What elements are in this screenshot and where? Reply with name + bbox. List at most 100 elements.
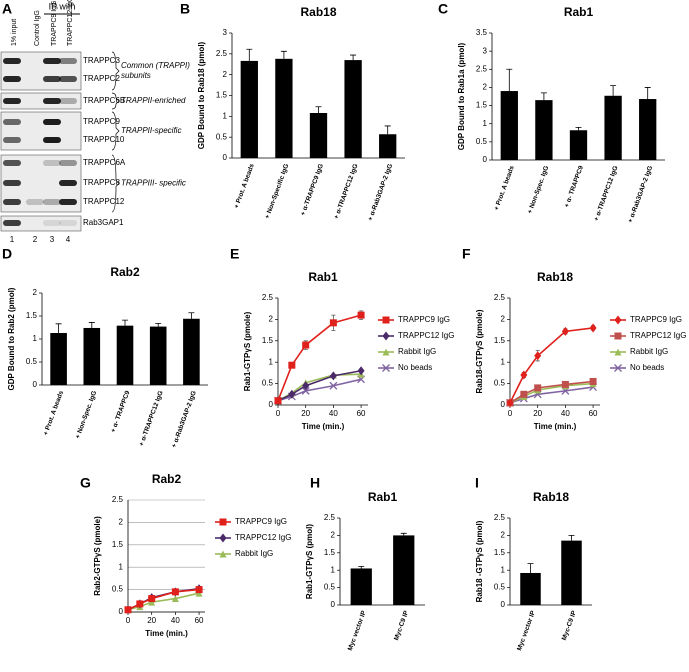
- marker: [329, 371, 337, 381]
- y-axis-label: GDP Bound to Rab18 (pmol): [197, 41, 206, 149]
- y-tick-label: 1.5: [26, 311, 38, 320]
- chart-title: Rab1: [308, 270, 338, 284]
- group-label: TRAPPII-enriched: [121, 96, 186, 105]
- y-axis-label: Rab18-GTPγS (pmole): [475, 309, 484, 393]
- marker: [357, 366, 365, 376]
- band-label: TRAPPC8: [83, 178, 120, 187]
- y-axis-label: GDP Bound to Rab1a (pmol): [457, 42, 466, 150]
- y-tick-label: 1: [501, 357, 506, 366]
- ip-header: IP with: [49, 1, 76, 11]
- panel-letter: I: [475, 475, 479, 491]
- lane-header: Control IgG: [34, 10, 41, 46]
- x-tick-label: 20: [147, 616, 156, 625]
- band: [3, 76, 21, 82]
- legend-label: Rabbit IgG: [630, 347, 668, 356]
- bar: [393, 535, 415, 605]
- x-tick-label: Myc-C9 IP: [561, 609, 578, 641]
- bar: [149, 326, 167, 385]
- x-tick-label: 40: [329, 409, 338, 418]
- marker: [357, 311, 365, 319]
- y-tick-label: 0.5: [26, 357, 38, 366]
- y-tick-label: 2.5: [112, 495, 124, 504]
- x-tick-label: + Prot. A beads: [233, 163, 256, 210]
- bar: [309, 113, 328, 158]
- bar: [569, 130, 588, 160]
- group-label: TRAPPIII- specific: [121, 179, 186, 188]
- y-tick-label: 2: [269, 315, 274, 324]
- marker: [329, 319, 337, 327]
- y-tick-label: 0.5: [216, 132, 228, 141]
- y-tick-label: 2.5: [262, 293, 274, 302]
- bar: [275, 58, 293, 159]
- band: [43, 58, 61, 64]
- legend-marker: [219, 533, 227, 543]
- legend-label: TRAPPC12 IgG: [630, 331, 686, 340]
- legend-marker: [614, 364, 622, 372]
- panel-letter: A: [2, 1, 12, 17]
- y-tick-label: 1.5: [494, 548, 506, 557]
- y-tick-label: 2: [501, 531, 506, 540]
- x-tick-label: + α-Rab3GAP-2 IgG: [367, 163, 394, 222]
- y-tick-label: 1: [483, 119, 488, 128]
- y-tick-label: 0: [483, 155, 488, 164]
- panel-letter: B: [180, 1, 190, 17]
- bar: [500, 91, 518, 160]
- error-bar: [400, 532, 407, 536]
- band: [26, 199, 44, 205]
- legend-label: TRAPPC12 IgG: [398, 331, 454, 340]
- lane-number: 4: [66, 235, 71, 244]
- marker: [136, 600, 144, 608]
- band: [3, 220, 21, 226]
- error-bar: [384, 125, 391, 135]
- y-tick-label: 0: [501, 600, 506, 609]
- error-bar: [188, 312, 195, 319]
- y-tick-label: 0.5: [476, 137, 488, 146]
- marker: [561, 326, 569, 336]
- y-tick-label: 2.5: [494, 293, 506, 302]
- band: [3, 160, 21, 166]
- bar: [639, 99, 657, 160]
- marker: [302, 341, 310, 349]
- y-tick-label: 0: [331, 600, 336, 609]
- chart-title: Rab18: [300, 5, 336, 19]
- bar: [344, 60, 362, 159]
- y-tick-label: 0.5: [494, 379, 506, 388]
- y-tick-label: 1: [269, 357, 274, 366]
- bar: [350, 568, 372, 605]
- band: [3, 98, 21, 104]
- marker: [148, 595, 156, 603]
- marker: [506, 398, 514, 408]
- panel-letter: G: [80, 475, 91, 491]
- legend-marker: [382, 364, 390, 372]
- marker: [520, 390, 528, 398]
- bar: [50, 333, 67, 385]
- band-label: TRAPPC3: [83, 56, 120, 65]
- y-tick-label: 1.5: [476, 101, 488, 110]
- group-bracket: [111, 154, 120, 213]
- marker: [274, 397, 282, 405]
- y-tick-label: 0.5: [262, 379, 274, 388]
- y-tick-label: 1: [119, 562, 124, 571]
- bar: [561, 540, 582, 605]
- y-axis-label: Rab2-GTPγS (pmole): [93, 516, 102, 596]
- band: [43, 98, 61, 104]
- y-tick-label: 0.5: [324, 583, 336, 592]
- y-tick-label: 0: [501, 400, 506, 409]
- y-tick-label: 3.5: [476, 28, 488, 37]
- x-tick-label: 20: [301, 409, 310, 418]
- lane-number: 2: [33, 235, 38, 244]
- x-axis-label: Time (min.): [534, 422, 577, 431]
- error-bar: [540, 92, 547, 101]
- group-bracket: [111, 92, 120, 110]
- chart-title: Rab18: [537, 270, 573, 284]
- x-tick-label: + α- TRAPPC9: [110, 390, 132, 434]
- legend-marker: [219, 550, 227, 558]
- marker: [124, 606, 132, 614]
- y-tick-label: 3: [483, 46, 488, 55]
- y-tick-label: 1.5: [112, 540, 124, 549]
- group-label: subunits: [121, 71, 151, 80]
- error-bar: [506, 68, 513, 92]
- lane-header: TRAPPC12 IgG: [67, 0, 74, 46]
- x-tick-label: Myc-C9 IP: [393, 609, 410, 641]
- x-tick-label: 40: [171, 616, 180, 625]
